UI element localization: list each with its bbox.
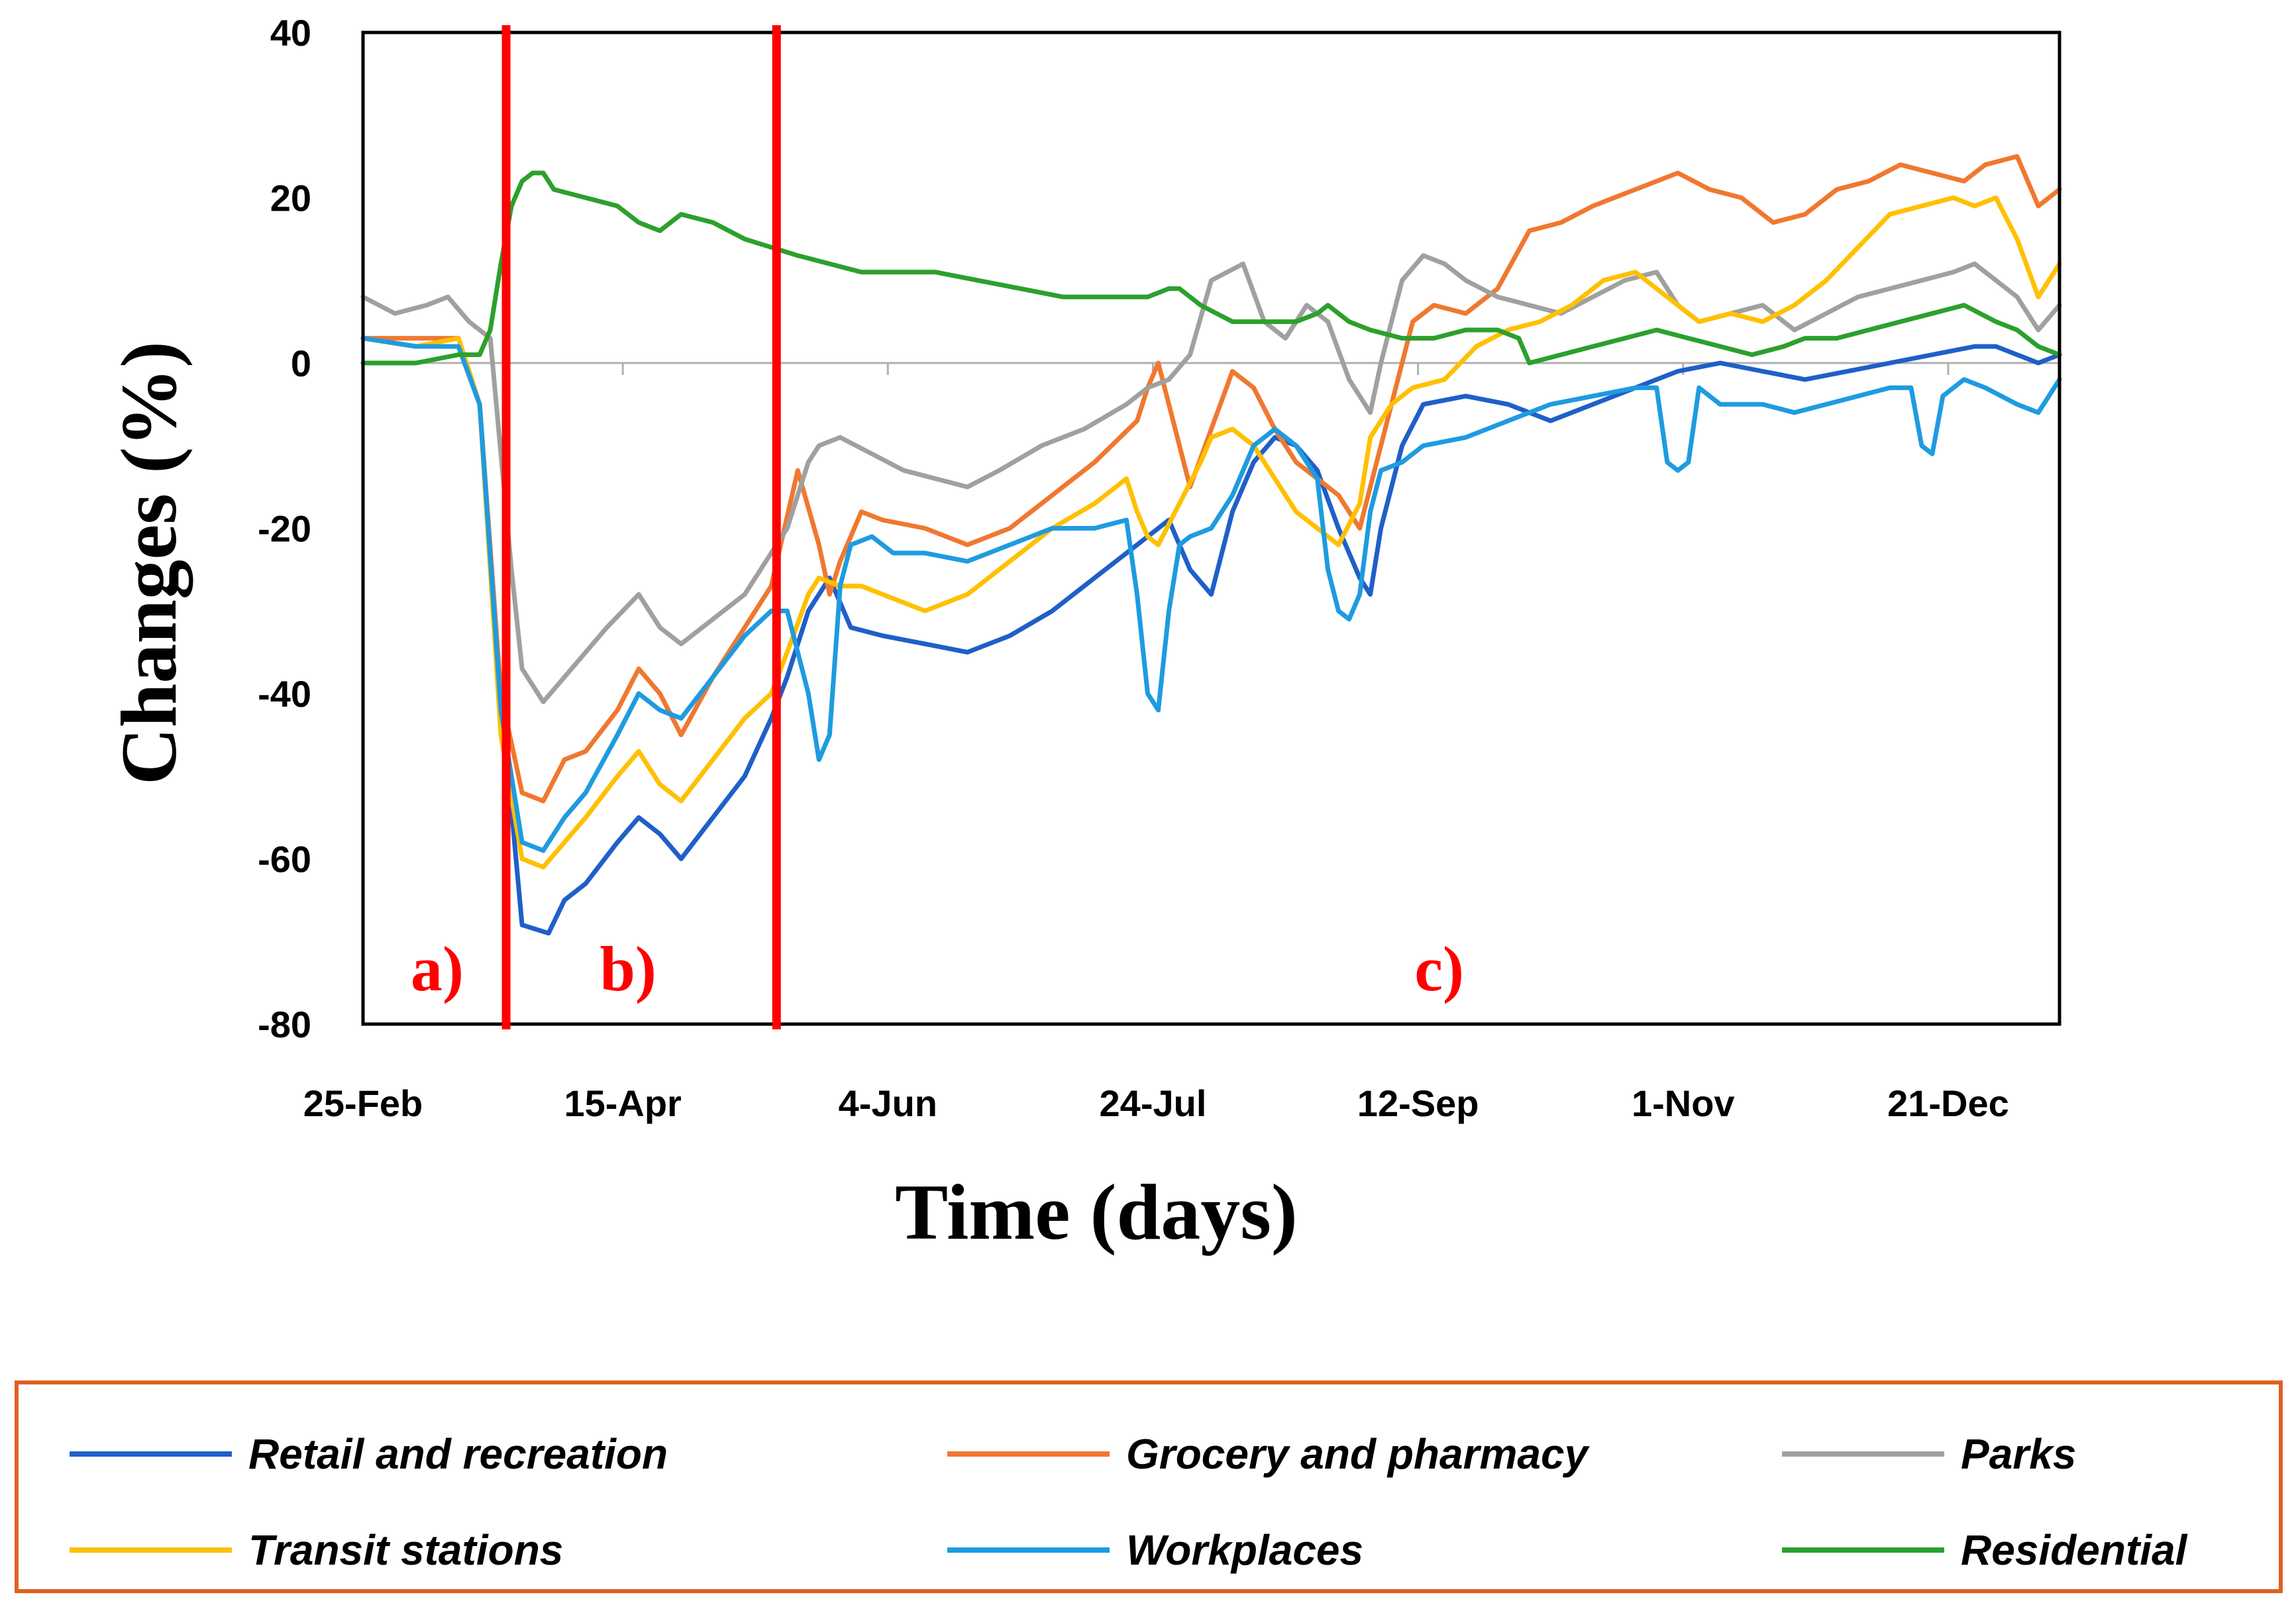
y-tick-label: 0: [291, 342, 311, 384]
legend-frame: [15, 1380, 2283, 1593]
y-tick-label: -20: [258, 508, 311, 550]
y-tick-label: -60: [258, 839, 311, 880]
series-line-parks: [360, 253, 2062, 704]
x-axis-title: Time (days): [895, 1168, 1298, 1256]
y-tick-label: 40: [270, 12, 311, 54]
series-layer: [360, 154, 2062, 936]
x-tick-label: 1-Nov: [1632, 1082, 1735, 1124]
series-line-workplaces: [360, 336, 2062, 853]
y-tick-label: -40: [258, 673, 311, 715]
x-tick-label: 15-Apr: [564, 1082, 681, 1124]
y-tick-label: -80: [258, 1004, 311, 1045]
series-line-residential: [360, 170, 2062, 366]
x-tick-label: 12-Sep: [1357, 1082, 1479, 1124]
phase-label: b): [600, 933, 656, 1004]
series-line-grocery-and-pharmacy: [360, 154, 2062, 804]
legend-label: Grocery and pharmacy: [1126, 1430, 1591, 1478]
legend: Retail and recreation Grocery and pharmac…: [15, 1380, 2283, 1593]
x-tick-label: 25-Feb: [303, 1082, 423, 1124]
x-tick-label: 4-Jun: [839, 1082, 937, 1124]
y-tick-label: 20: [270, 178, 311, 219]
legend-label: Workplaces: [1126, 1526, 1363, 1574]
legend-label: Retail and recreation: [248, 1430, 668, 1478]
series-line-transit-stations: [360, 195, 2062, 870]
phase-label: c): [1414, 933, 1464, 1004]
phase-label: a): [411, 933, 464, 1004]
legend-label: Transit stations: [248, 1526, 563, 1574]
series-line-retail-and-recreation: [360, 336, 2062, 936]
y-axis-ticks: 40 20 0 -20 -40 -60 -80: [258, 12, 311, 1045]
x-axis-ticks: 25-Feb 15-Apr 4-Jun 24-Jul 12-Sep 1-Nov 21-Dec: [303, 1082, 2009, 1124]
zero-line-layer: [362, 362, 2060, 375]
phase-layer: a) b) c): [411, 25, 1464, 1029]
legend-label: Residential: [1961, 1526, 2188, 1574]
plot-frame: [361, 30, 2061, 1026]
y-axis-title: Changes (%): [105, 341, 193, 785]
x-tick-label: 24-Jul: [1100, 1082, 1207, 1124]
legend-label: Parks: [1961, 1430, 2076, 1478]
x-tick-label: 21-Dec: [1887, 1082, 2009, 1124]
